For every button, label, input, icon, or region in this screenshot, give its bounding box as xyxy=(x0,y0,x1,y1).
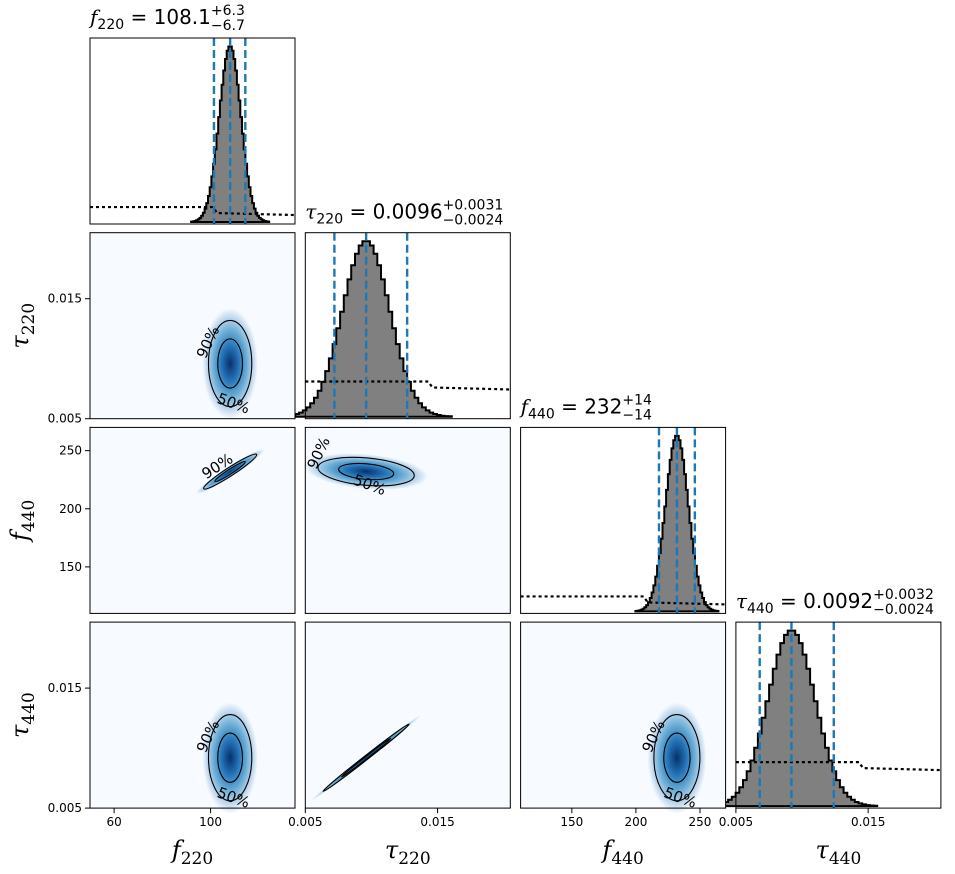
panel-frame xyxy=(735,621,942,809)
y-tick-label: 0.005 xyxy=(48,412,82,426)
panel-frame xyxy=(304,426,511,614)
x-axis-label-f440: f440 xyxy=(600,836,643,869)
density-fill xyxy=(310,714,422,801)
density-fill xyxy=(202,308,258,419)
x-tick-label: 0.015 xyxy=(851,815,885,829)
density-fill xyxy=(304,453,429,490)
y-tick-label: 0.015 xyxy=(48,681,82,695)
contour-90 xyxy=(203,453,258,490)
density-fill xyxy=(647,702,707,814)
y-tick-label: 200 xyxy=(59,502,82,516)
prior-histogram xyxy=(520,595,726,606)
panel-2d-f220-f440: 90% xyxy=(89,426,296,614)
contour-50 xyxy=(217,338,244,389)
title-f440: f440 = 232+14 −14 xyxy=(519,392,652,423)
y-tick-label: 150 xyxy=(59,560,82,574)
x-axis-label-tau220: τ220 xyxy=(385,836,431,869)
y-tick-label: 250 xyxy=(59,444,82,458)
prior-histogram xyxy=(735,760,941,772)
title-tau440: τ440 = 0.0092+0.0032 −0.0024 xyxy=(736,587,934,618)
panel-2d-f220-tau440: 90%50% xyxy=(89,621,296,814)
panel-frame xyxy=(89,37,296,225)
contour-50 xyxy=(217,732,244,783)
x-tick-label: 150 xyxy=(560,815,583,829)
panel-frame xyxy=(304,232,511,420)
panel-frame xyxy=(520,426,727,614)
panel-2d-tau220-f440: 90%50% xyxy=(303,426,511,614)
x-tick-label: 0.015 xyxy=(420,815,454,829)
contour-90 xyxy=(207,714,253,802)
contour-50 xyxy=(214,461,246,483)
contour-90 xyxy=(207,319,253,408)
prior-histogram xyxy=(90,205,296,217)
title-f220: f220 = 108.1+6.3 −6.7 xyxy=(88,3,245,34)
x-tick-label: 100 xyxy=(199,815,222,829)
panel-hist-tau220 xyxy=(279,232,511,420)
y-tick-label: 0.015 xyxy=(48,292,82,306)
y-axis-label-f440: f440 xyxy=(6,500,39,543)
panel-2d-f440-tau440: 90%50% xyxy=(520,621,727,814)
x-tick-label: 60 xyxy=(106,815,121,829)
contour-50 xyxy=(340,737,392,778)
contour-90 xyxy=(322,723,410,792)
x-tick-label: 250 xyxy=(689,815,712,829)
contour-50 xyxy=(338,462,395,481)
contour-50 xyxy=(663,732,691,783)
density-background xyxy=(90,622,295,809)
panel-frame xyxy=(520,621,727,809)
x-axis-label-f220: f220 xyxy=(170,836,213,869)
y-tick-label: 0.005 xyxy=(48,801,82,815)
density-fill xyxy=(202,702,258,814)
panel-frame xyxy=(89,621,296,809)
contour-90 xyxy=(653,714,701,802)
y-axis-label-tau440: τ440 xyxy=(6,692,39,738)
panel-2d-f220-tau220: 90%50% xyxy=(89,232,296,420)
density-fill xyxy=(196,449,265,495)
panel-hist-tau440 xyxy=(704,621,942,809)
panel-hist-f440 xyxy=(520,426,727,614)
title-tau220: τ220 = 0.0096+0.0031 −0.0024 xyxy=(305,198,503,229)
panel-frame xyxy=(304,621,511,809)
panel-frame xyxy=(89,232,296,420)
panel-hist-f220 xyxy=(89,37,296,225)
x-tick-label: 0.005 xyxy=(288,815,322,829)
x-tick-label: 0.005 xyxy=(719,815,753,829)
x-axis-label-tau440: τ440 xyxy=(816,836,862,869)
contour-90 xyxy=(317,456,415,487)
y-axis-label-tau220: τ220 xyxy=(6,303,39,349)
panel-frame xyxy=(89,426,296,614)
panel-2d-tau220-tau440 xyxy=(304,621,511,809)
x-tick-label: 200 xyxy=(624,815,647,829)
density-background xyxy=(90,232,295,419)
density-background xyxy=(90,427,295,614)
